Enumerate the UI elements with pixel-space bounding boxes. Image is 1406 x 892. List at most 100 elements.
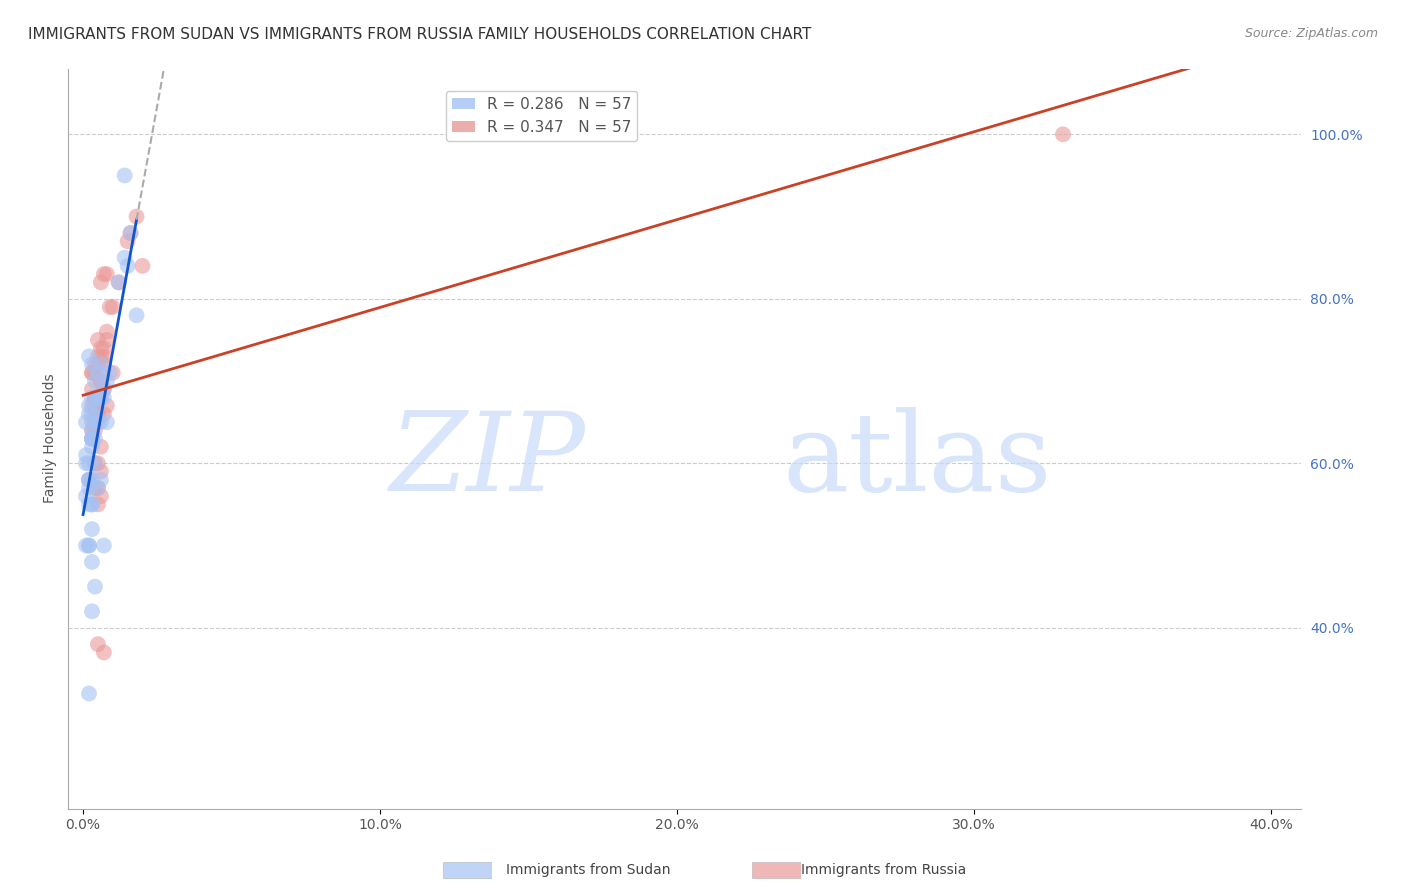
Text: IMMIGRANTS FROM SUDAN VS IMMIGRANTS FROM RUSSIA FAMILY HOUSEHOLDS CORRELATION CH: IMMIGRANTS FROM SUDAN VS IMMIGRANTS FROM… bbox=[28, 27, 811, 42]
Point bbox=[90, 358, 112, 372]
Point bbox=[87, 481, 110, 495]
Point bbox=[87, 358, 110, 372]
Bar bbox=[443, 863, 492, 878]
Point bbox=[98, 300, 121, 314]
Point bbox=[90, 374, 112, 388]
Point bbox=[98, 366, 121, 380]
Point bbox=[75, 489, 97, 503]
Point bbox=[87, 333, 110, 347]
Point bbox=[80, 358, 103, 372]
Point bbox=[80, 391, 103, 405]
Point bbox=[87, 481, 110, 495]
Point bbox=[87, 407, 110, 421]
Point bbox=[84, 391, 107, 405]
Point bbox=[75, 448, 97, 462]
Point bbox=[80, 415, 103, 429]
Point bbox=[77, 539, 100, 553]
Point bbox=[87, 456, 110, 470]
Point bbox=[80, 604, 103, 618]
Point bbox=[87, 391, 110, 405]
Point bbox=[77, 481, 100, 495]
Point bbox=[80, 432, 103, 446]
Point bbox=[75, 415, 97, 429]
Point bbox=[84, 391, 107, 405]
Point bbox=[90, 440, 112, 454]
Point bbox=[77, 473, 100, 487]
Point bbox=[80, 432, 103, 446]
Point bbox=[84, 358, 107, 372]
Text: Immigrants from Russia: Immigrants from Russia bbox=[801, 863, 967, 877]
Point bbox=[90, 391, 112, 405]
Point bbox=[90, 341, 112, 355]
Point bbox=[77, 473, 100, 487]
Point bbox=[96, 267, 118, 281]
Point bbox=[77, 539, 100, 553]
Point bbox=[87, 415, 110, 429]
Point bbox=[125, 210, 148, 224]
Point bbox=[87, 399, 110, 413]
Point bbox=[93, 267, 115, 281]
Text: Source: ZipAtlas.com: Source: ZipAtlas.com bbox=[1244, 27, 1378, 40]
Point bbox=[96, 374, 118, 388]
Point bbox=[107, 276, 129, 290]
Point bbox=[90, 415, 112, 429]
Point bbox=[77, 350, 100, 364]
Point bbox=[80, 366, 103, 380]
Point bbox=[93, 407, 115, 421]
Point bbox=[96, 415, 118, 429]
Point bbox=[77, 473, 100, 487]
Point bbox=[84, 374, 107, 388]
Point bbox=[80, 432, 103, 446]
Point bbox=[90, 350, 112, 364]
Point bbox=[107, 276, 129, 290]
Point bbox=[84, 580, 107, 594]
Point bbox=[80, 407, 103, 421]
Point bbox=[84, 481, 107, 495]
Point bbox=[80, 399, 103, 413]
Point bbox=[93, 382, 115, 396]
Point bbox=[90, 276, 112, 290]
Point bbox=[120, 226, 142, 240]
Point bbox=[93, 382, 115, 396]
Point bbox=[75, 456, 97, 470]
Point bbox=[90, 489, 112, 503]
Point bbox=[96, 325, 118, 339]
Text: atlas: atlas bbox=[783, 408, 1053, 515]
Point bbox=[84, 415, 107, 429]
Point bbox=[87, 637, 110, 651]
Point bbox=[84, 423, 107, 437]
Point bbox=[84, 366, 107, 380]
Point bbox=[80, 423, 103, 437]
Point bbox=[114, 251, 136, 265]
Point bbox=[101, 300, 124, 314]
Point bbox=[80, 366, 103, 380]
Point bbox=[131, 259, 153, 273]
Point bbox=[117, 259, 139, 273]
Text: Immigrants from Sudan: Immigrants from Sudan bbox=[506, 863, 671, 877]
Point bbox=[93, 645, 115, 659]
Point bbox=[90, 374, 112, 388]
Point bbox=[77, 497, 100, 511]
Point bbox=[1052, 128, 1074, 142]
Point bbox=[84, 415, 107, 429]
Point bbox=[77, 687, 100, 701]
Point bbox=[80, 473, 103, 487]
Point bbox=[117, 234, 139, 248]
Point bbox=[77, 399, 100, 413]
Point bbox=[80, 432, 103, 446]
Point bbox=[96, 333, 118, 347]
Point bbox=[120, 226, 142, 240]
Point bbox=[87, 350, 110, 364]
Point bbox=[93, 539, 115, 553]
Point bbox=[80, 497, 103, 511]
Point bbox=[80, 382, 103, 396]
Point bbox=[75, 539, 97, 553]
Point bbox=[84, 456, 107, 470]
Point bbox=[90, 391, 112, 405]
Point bbox=[125, 308, 148, 322]
Point bbox=[93, 341, 115, 355]
Point bbox=[84, 399, 107, 413]
Point bbox=[84, 407, 107, 421]
Point bbox=[77, 407, 100, 421]
Point bbox=[80, 497, 103, 511]
